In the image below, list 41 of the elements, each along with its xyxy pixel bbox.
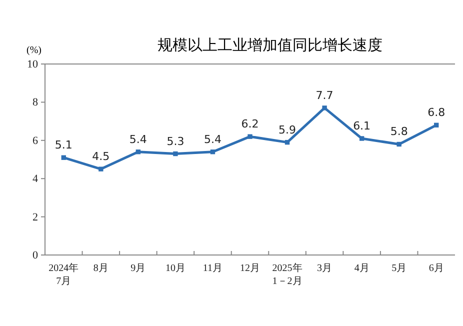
y-tick-label: 6 xyxy=(32,134,38,147)
chart-title: 规模以上工业增加值同比增长速度 xyxy=(158,36,382,54)
x-tick-label: 3月 xyxy=(317,263,332,274)
point xyxy=(248,134,252,139)
data-label: 5.9 xyxy=(278,123,296,136)
x-tick-label: 2025年 1－2月 xyxy=(272,262,302,287)
x-tick-label: 4月 xyxy=(354,263,370,274)
x-tick-label: 5月 xyxy=(392,263,407,274)
y-tick-label: 2 xyxy=(32,211,38,224)
point xyxy=(322,106,327,110)
x-tick-label: 9月 xyxy=(130,263,146,274)
x-tick-label: 6月 xyxy=(428,263,444,274)
point xyxy=(98,166,104,172)
data-label: 5.4 xyxy=(129,132,147,146)
x-tick-label: 8月 xyxy=(93,263,108,274)
data-label: 5.1 xyxy=(54,138,72,152)
point xyxy=(359,136,364,141)
x-tick-label: 2024年 7月 xyxy=(48,262,79,287)
y-tick-label: 10 xyxy=(27,58,38,71)
data-label: 5.8 xyxy=(390,125,408,138)
y-tick-label: 0 xyxy=(32,250,38,262)
point xyxy=(136,150,141,154)
data-label: 6.2 xyxy=(241,118,259,131)
data-label: 5.4 xyxy=(204,132,222,146)
point xyxy=(284,140,290,145)
point xyxy=(173,151,178,156)
x-tick-label: 10月 xyxy=(165,263,186,274)
x-tick-label: 11月 xyxy=(202,263,223,274)
data-label: 4.5 xyxy=(92,150,110,164)
y-tick-label: 8 xyxy=(32,96,38,109)
data-label: 6.1 xyxy=(353,119,371,132)
point xyxy=(396,142,402,147)
data-label: 5.3 xyxy=(166,134,184,148)
point xyxy=(434,122,439,128)
data-label: 7.7 xyxy=(316,88,334,102)
data-label: 6.8 xyxy=(428,106,446,120)
point xyxy=(210,150,216,154)
y-axis-title: (%) xyxy=(26,45,42,56)
x-tick-label: 12月 xyxy=(240,263,260,274)
point xyxy=(61,155,66,160)
y-tick-label: 4 xyxy=(32,173,38,186)
